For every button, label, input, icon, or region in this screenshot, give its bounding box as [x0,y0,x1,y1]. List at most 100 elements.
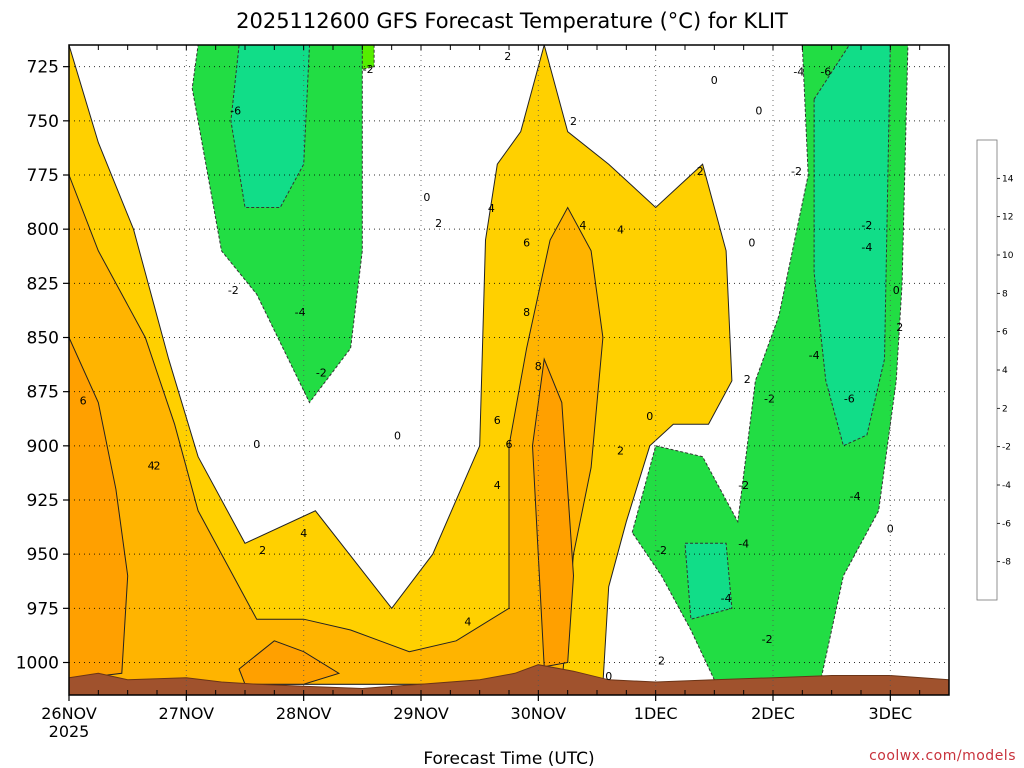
plot-fill-layer [69,45,949,695]
contour-label: -2 [656,544,667,557]
contour-label: 0 [394,429,401,442]
contour-label: 0 [887,523,894,536]
ground-surface [69,664,949,695]
contour-label: -4 [861,241,872,254]
contour-label: 4 [617,224,624,237]
colorbar-tick-label: -4 [1002,481,1011,491]
grid-layer [68,45,950,695]
chart-title: 2025112600 GFS Forecast Temperature (°C)… [236,9,788,33]
contour-label: -4 [793,65,804,78]
contour-label: -2 [791,165,802,178]
y-tick-label: 850 [27,329,59,349]
colorbar-tick-label: 8 [1002,289,1008,299]
contour-label: 6 [523,237,530,250]
colorbar-tick-label: 6 [1002,328,1008,338]
y-tick-label: 950 [27,545,59,565]
contour-label: -6 [844,393,855,406]
plot-frame [68,44,950,696]
colorbar-tick-label: -2 [1002,443,1011,453]
contour-label: 0 [755,104,762,117]
contour-label: 2 [435,217,442,230]
y-tick-label: 1000 [16,654,59,674]
contour-label: 4 [488,202,495,215]
colorbar-tick-label: -8 [1002,558,1011,568]
y-tick-label: 875 [27,383,59,403]
temperature-region-cold-patch-south [684,542,733,620]
contour-label: 2 [504,50,511,63]
colorbar: 14 12 10 8 6 4 2 -2 -4 -6 -8 [976,139,1014,601]
contour-label: 0 [605,670,612,683]
contour-label: 6 [506,438,513,451]
x-tick-label: 30NOV [511,704,567,723]
y-tick-label: 925 [27,491,59,511]
contour-label: -2 [764,393,775,406]
contour-label: 0 [893,284,900,297]
contour-label: -4 [295,306,306,319]
contour-label: 4 [579,219,586,232]
contour-label: 4 [300,527,307,540]
y-tick-label: 825 [27,274,59,294]
x-tick-label: 27NOV [159,704,215,723]
contour-label: 4 [494,479,501,492]
contour-label: 2 [697,165,704,178]
contour-label: 2 [617,445,624,458]
x-tick-label: 26NOV [41,704,97,723]
contour-label: 6 [80,395,87,408]
contour-label: 2 [570,115,577,128]
colorbar-tick-label: -6 [1002,519,1011,529]
y-tick-label: 775 [27,166,59,186]
x-tick-label: 29NOV [393,704,449,723]
plot-fill-inner [69,45,949,695]
contour-label: 8 [535,360,542,373]
x-tick-label: 1DEC [634,704,678,723]
colorbar-frame [976,139,998,601]
x-tick-label: 28NOV [276,704,332,723]
colorbar-tick-label: 14 [1002,174,1014,184]
contour-label: 0 [423,191,430,204]
x-axis-label: Forecast Time (UTC) [423,749,594,768]
colorbar-tick-label: 10 [1002,251,1014,261]
contour-label: -4 [738,538,749,551]
temperature-region-warm-mid [69,174,604,685]
y-axis: 725 750 775 800 825 850 875 900 925 950 975 1000 [16,58,69,674]
contour-label: 0 [711,74,718,87]
credit-text: coolwx.com/models [869,748,1016,764]
y-tick-label: 800 [27,220,59,240]
contour-label: -2 [762,633,773,646]
contour-label: 0 [253,438,260,451]
contour-label: -4 [721,592,732,605]
x-tick-sublabel: 2025 [49,722,90,741]
contour-label: 2 [154,460,161,473]
contour-label: 0 [646,410,653,423]
contour-label: -2 [363,63,374,76]
contour-label: 2 [744,373,751,386]
contour-label: -6 [820,65,831,78]
contour-label: 8 [523,306,530,319]
temperature-region-cold-core-late [813,45,891,447]
contour-label: -2 [228,284,239,297]
contour-label: -6 [230,104,241,117]
y-tick-label: 975 [27,599,59,619]
x-tick-label: 2DEC [751,704,795,723]
contour-label: 2 [658,655,665,668]
x-tick-label: 3DEC [868,704,912,723]
temperature-region-cold-core-early [230,45,311,208]
contour-label: 2 [896,321,903,334]
contour-label: 4 [464,616,471,629]
contour-label: -2 [316,367,327,380]
colorbar-tick-label: 12 [1002,213,1013,223]
contour-label: 6 [494,414,501,427]
y-tick-label: 750 [27,112,59,132]
y-tick-label: 725 [27,58,59,78]
contour-label: 2 [259,544,266,557]
contour-label: 0 [748,237,755,250]
y-tick-label: 900 [27,437,59,457]
colorbar-tick-label: 4 [1002,366,1008,376]
contour-label: -4 [809,349,820,362]
contour-label: -4 [850,490,861,503]
contour-label: -2 [861,219,872,232]
colorbar-tick-label: 2 [1002,404,1008,414]
contour-label: 4 [148,460,155,473]
